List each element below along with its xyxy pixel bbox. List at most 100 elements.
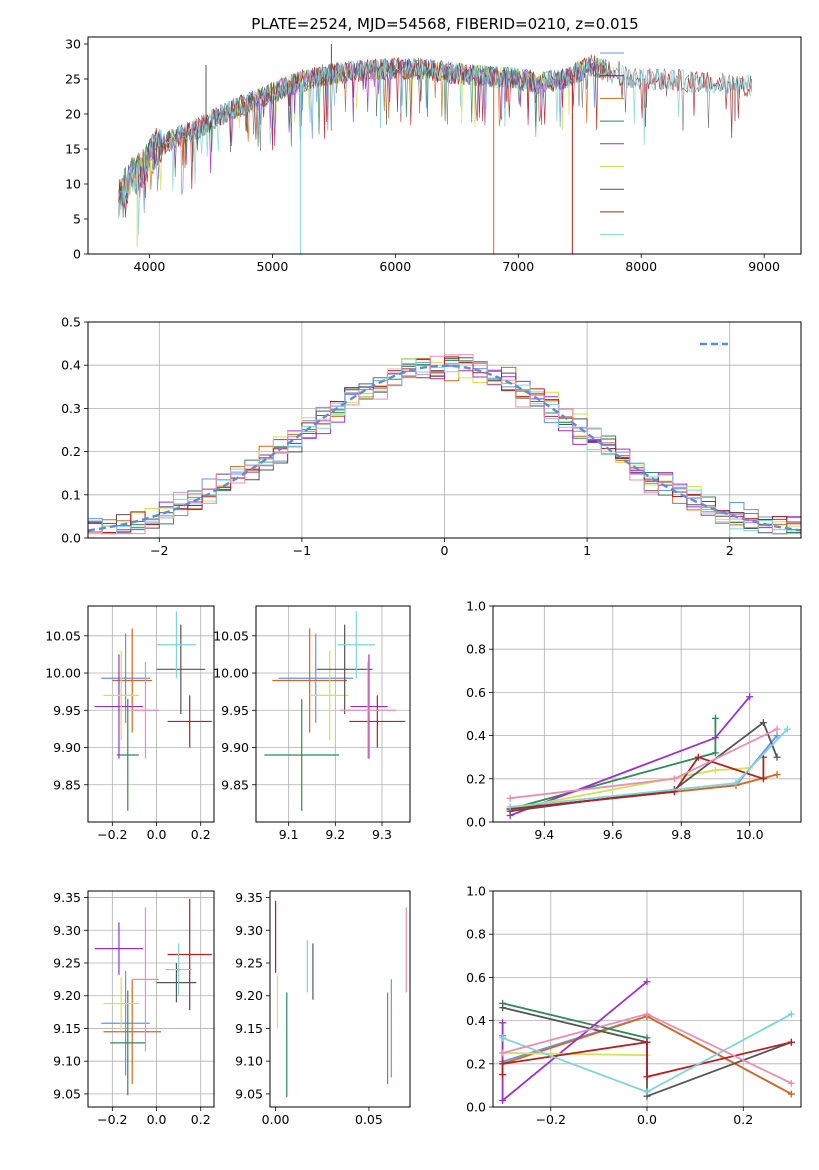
y-tick-label: 9.20 — [235, 988, 263, 1003]
y-tick-label: 9.25 — [235, 956, 263, 971]
x-tick-label: −0.2 — [97, 827, 127, 842]
y-tick-label: 0.4 — [466, 1013, 486, 1028]
x-tick-label: 10.0 — [736, 827, 764, 842]
y-tick-label: 9.25 — [53, 956, 81, 971]
y-tick-label: 0.1 — [61, 487, 81, 502]
weight-vs-age-panel: 9.4 9.6 9.8 10.0 0.0 0.2 0.4 0.6 0.8 1.0 — [466, 599, 802, 842]
plot-frame — [492, 890, 802, 1108]
weight-series-line — [502, 1002, 648, 1039]
x-tick-label: −2 — [150, 543, 168, 558]
x-tick-label: 9.2 — [325, 827, 345, 842]
y-tick-label: 10.05 — [45, 628, 81, 643]
x-tick-label: 0.0 — [147, 1112, 167, 1127]
x-tick-label: 0.0 — [147, 827, 167, 842]
histogram-series-step — [88, 354, 801, 535]
residuals-panel: −2 −1 0 1 2 0.0 0.1 0.2 0.3 0.4 0.5 — [61, 315, 802, 558]
y-tick-label: 9.30 — [53, 923, 81, 938]
y-tick-label: 9.35 — [235, 890, 263, 905]
x-tick-label: 1 — [583, 543, 591, 558]
plot-frame — [87, 605, 215, 823]
y-tick-label: 25 — [65, 72, 81, 87]
histogram-lines — [88, 354, 801, 535]
y-tick-label: 9.15 — [235, 1021, 263, 1036]
y-tick-label: 9.35 — [53, 890, 81, 905]
y-tick-label: 0.4 — [466, 728, 486, 743]
y-tick-label: 0 — [73, 247, 81, 262]
x-tick-label: 0.2 — [191, 827, 211, 842]
normal-distribution-curve — [88, 364, 801, 532]
plot-frame — [492, 605, 802, 823]
weight-vs-metallicity-panel: −0.2 0.0 0.2 0.0 0.2 0.4 0.6 0.8 1.0 — [466, 884, 802, 1127]
x-tick-label: 6000 — [379, 259, 411, 274]
weight-series-line — [509, 728, 778, 800]
x-tick-label: −0.2 — [97, 1112, 127, 1127]
y-tick-label: 0.6 — [466, 685, 486, 700]
y-tick-label: 9.85 — [53, 777, 81, 792]
x-tick-label: 0.0 — [637, 1112, 657, 1127]
x-tick-label: −1 — [293, 543, 311, 558]
y-tick-label: 1.0 — [466, 599, 486, 614]
y-tick-label: 9.90 — [221, 740, 249, 755]
y-tick-label: 30 — [65, 37, 81, 52]
y-tick-label: 20 — [65, 107, 81, 122]
y-tick-label: 9.10 — [53, 1054, 81, 1069]
y-tick-label: 9.95 — [53, 703, 81, 718]
y-tick-label: 10.00 — [213, 666, 249, 681]
mass-vs-extinction-panel: 0.00 0.05 9.05 9.10 9.15 9.20 9.25 9.30 9.35 — [235, 890, 411, 1127]
y-tick-label: 10 — [65, 177, 81, 192]
errorbar-group — [94, 611, 212, 811]
y-tick-label: 0.3 — [61, 401, 81, 416]
y-tick-label: 9.30 — [235, 923, 263, 938]
y-tick-label: 0.8 — [466, 642, 486, 657]
weight-series-line — [510, 773, 778, 810]
x-tick-label: 9.3 — [372, 827, 392, 842]
spectrum-panel: 4000 5000 6000 7000 8000 9000 0 5 10 15 20 25 30 — [65, 36, 802, 274]
x-tick-label: 9.6 — [603, 827, 623, 842]
y-tick-label: 0.6 — [466, 970, 486, 985]
plot-frame — [269, 890, 411, 1108]
y-tick-label: 9.20 — [53, 988, 81, 1003]
y-tick-label: 0.0 — [466, 815, 486, 830]
age-vs-mass-panel: 9.1 9.2 9.3 9.85 9.90 9.95 10.00 10.05 — [213, 605, 411, 842]
x-tick-label: 8000 — [625, 259, 657, 274]
y-tick-label: 9.05 — [53, 1086, 81, 1101]
x-tick-label: 0.2 — [191, 1112, 211, 1127]
y-tick-label: 10.00 — [45, 666, 81, 681]
y-tick-label: 5 — [73, 212, 81, 227]
errorbar-group — [94, 898, 212, 1096]
x-tick-label: 2 — [726, 543, 734, 558]
errorbar-group — [264, 611, 406, 811]
y-tick-label: 9.95 — [221, 703, 249, 718]
x-tick-label: −0.2 — [536, 1112, 566, 1127]
y-tick-label: 10.05 — [213, 628, 249, 643]
x-tick-label: 7000 — [502, 259, 534, 274]
x-tick-label: 0.05 — [355, 1112, 383, 1127]
y-tick-label: 9.05 — [235, 1086, 263, 1101]
figure-title: PLATE=2524, MJD=54568, FIBERID=0210, z=0… — [251, 15, 638, 33]
x-tick-label: 9.1 — [279, 827, 299, 842]
y-tick-label: 0.0 — [466, 1100, 486, 1115]
age-vs-metallicity-panel: −0.2 0.0 0.2 9.85 9.90 9.95 10.00 10.05 — [45, 605, 215, 842]
x-tick-label: 9.4 — [534, 827, 554, 842]
x-tick-label: 9.8 — [671, 827, 691, 842]
x-tick-label: 0.00 — [262, 1112, 290, 1127]
plot-frame — [87, 36, 802, 255]
histogram-series-step — [88, 358, 801, 535]
y-tick-label: 9.90 — [53, 740, 81, 755]
plot-frame — [255, 605, 411, 823]
y-tick-label: 1.0 — [466, 884, 486, 899]
spectrum-series-line — [118, 58, 752, 236]
x-tick-label: 0.2 — [733, 1112, 753, 1127]
weight-series-line — [502, 1052, 648, 1057]
y-tick-label: 0.4 — [61, 358, 81, 373]
y-tick-label: 0.5 — [61, 315, 81, 330]
y-tick-label: 0.0 — [61, 531, 81, 546]
spectrum-lines — [118, 44, 752, 254]
y-tick-label: 0.2 — [61, 444, 81, 459]
y-tick-label: 9.10 — [235, 1054, 263, 1069]
x-tick-label: 0 — [441, 543, 449, 558]
plot-frame — [87, 321, 802, 539]
mass-vs-metallicity-panel: −0.2 0.0 0.2 9.05 9.10 9.15 9.20 9.25 9.30 9.35 — [53, 890, 215, 1127]
x-tick-label: 5000 — [256, 259, 288, 274]
y-tick-label: 9.85 — [221, 777, 249, 792]
